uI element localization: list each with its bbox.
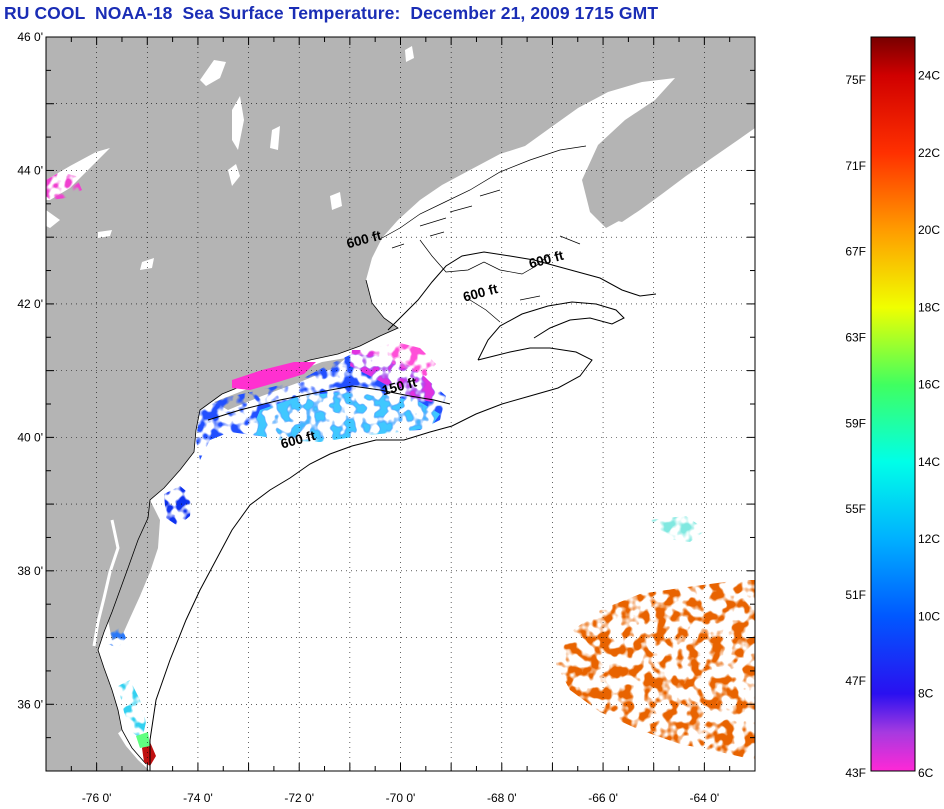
sst-patch-lake [46, 172, 82, 200]
coastline-detail [97, 279, 399, 765]
lon-label: -64 0' [690, 791, 720, 805]
maine-coast-islands [381, 145, 587, 249]
gridlines [46, 37, 755, 771]
sst-patch-chesapeake [108, 624, 126, 648]
lon-label: -76 0' [82, 791, 112, 805]
contour-600ft-georges [477, 301, 625, 361]
lat-label: 46 0' [17, 30, 43, 44]
lat-label: 42 0' [17, 297, 43, 311]
sst-patch-offshore-orange [556, 580, 755, 760]
contour-600ft-gulf [387, 251, 657, 331]
contour-gulf-inner [419, 235, 581, 323]
lon-label: -74 0' [183, 791, 213, 805]
chesapeake-bay [92, 519, 120, 647]
lon-label: -70 0' [386, 791, 416, 805]
sst-patch-offshore-cyan [650, 516, 706, 542]
lat-ticks: 46 0' 44 0' 42 0' 40 0' 38 0' 36 0' [17, 30, 755, 772]
lon-label: -66 0' [588, 791, 618, 805]
depth-contours [149, 235, 657, 771]
lat-label: 36 0' [17, 697, 43, 711]
lon-ticks: -76 0' -74 0' -72 0' -70 0' -68 0' -66 0' -64 … [45, 37, 756, 805]
map-title: RU COOL NOAA-18 Sea Surface Temperature:… [4, 3, 659, 23]
sst-patch-nc-green [136, 732, 150, 748]
inland-lakes [46, 46, 414, 270]
land-us-east-coast [46, 37, 755, 740]
land-outer-banks [46, 676, 150, 771]
lat-label: 38 0' [17, 564, 43, 578]
sst-patch-shelf-cyan [250, 392, 440, 442]
sst-patch-nc-cyan [118, 680, 146, 740]
lat-label: 40 0' [17, 430, 43, 444]
sst-patch-lis [232, 362, 316, 390]
lon-label: -68 0' [487, 791, 517, 805]
lon-label: -72 0' [284, 791, 314, 805]
sst-patch-delaware [164, 486, 192, 526]
sst-patch-cape-cod [370, 342, 436, 376]
sst-patch-nc-warm [142, 742, 156, 766]
land-delmarva [108, 500, 160, 640]
sst-overlay [46, 172, 755, 766]
contour-150ft [207, 385, 451, 421]
sst-patch-georges-magenta [350, 350, 440, 402]
contour-600ft-shelf [149, 347, 593, 771]
lat-label: 44 0' [17, 163, 43, 177]
land-nova-scotia [596, 95, 755, 222]
